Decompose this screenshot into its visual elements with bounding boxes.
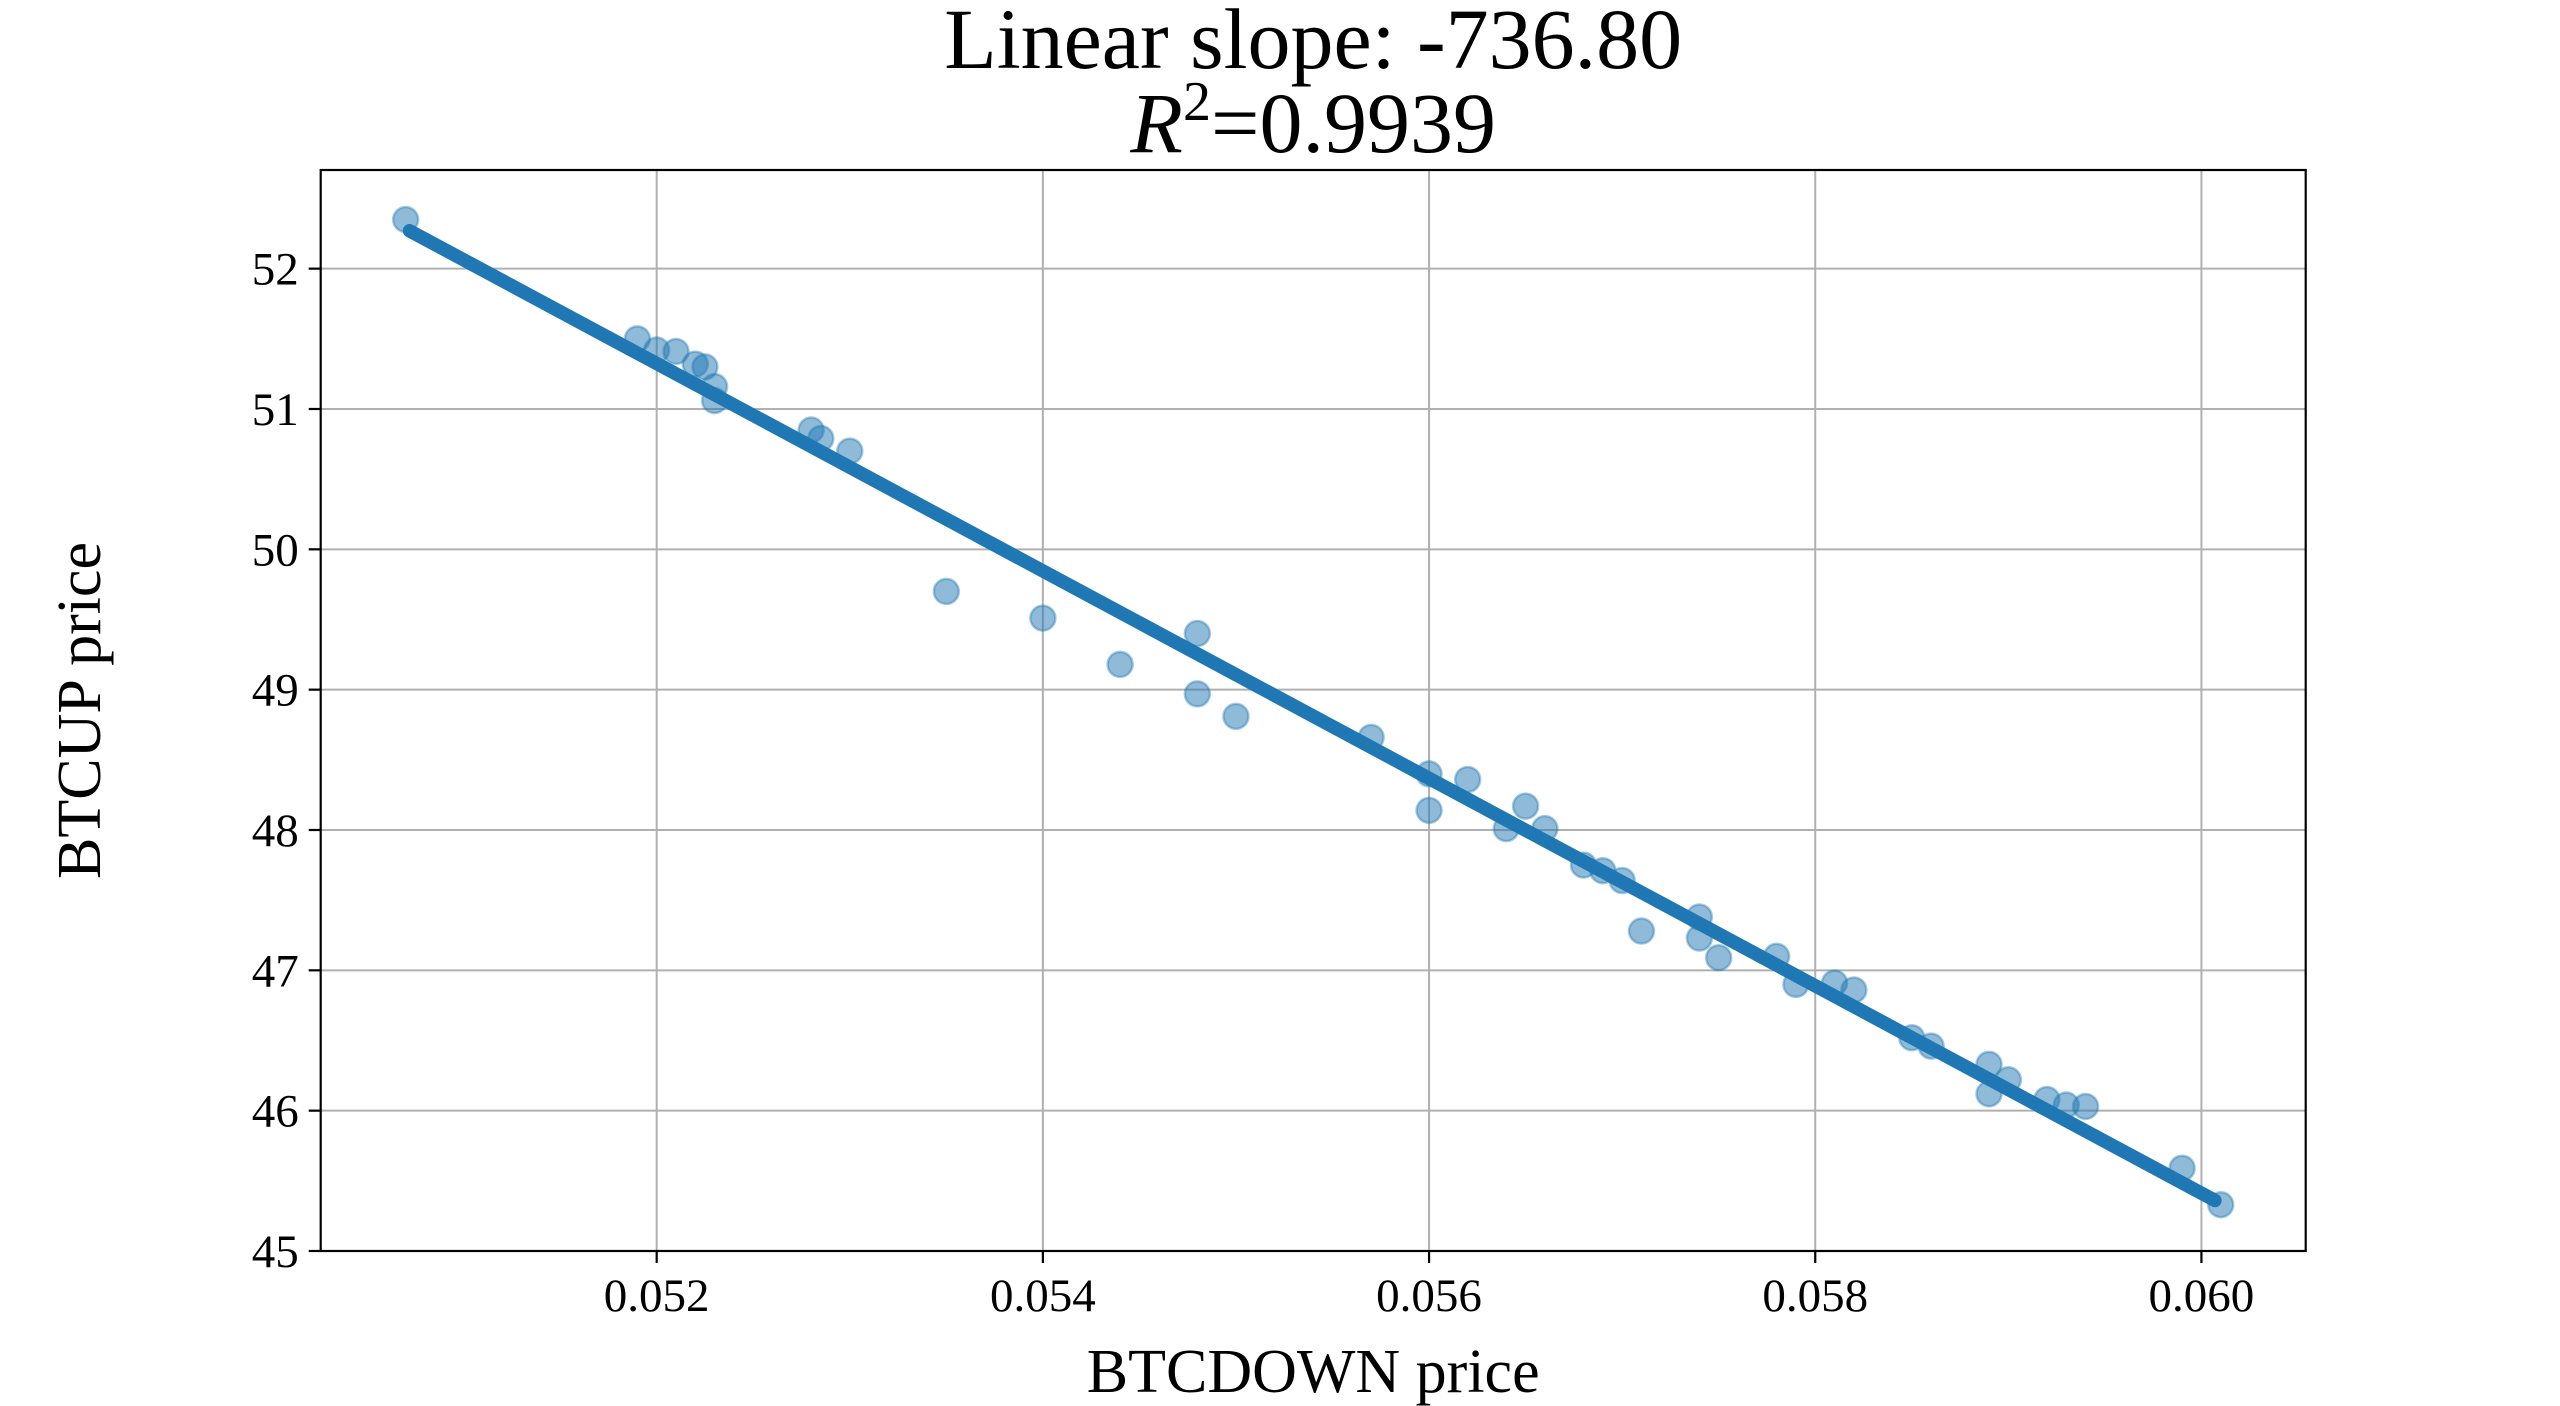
- scatter-point: [1106, 650, 1134, 679]
- y-tick-label: 45: [252, 1226, 299, 1278]
- scatter-point: [662, 337, 690, 366]
- x-tick-label: 0.054: [990, 1270, 1096, 1322]
- scatter-point: [932, 577, 961, 606]
- chart-subtitle-r2: R2=0.9939: [1129, 71, 1496, 171]
- y-axis-ticks: 45 46 47 48 49 50 51 52: [252, 244, 321, 1278]
- scatter-point: [1029, 604, 1057, 632]
- y-tick-label: 49: [252, 665, 299, 717]
- axes-spines: [319, 168, 2307, 1253]
- y-tick-label: 50: [252, 524, 299, 576]
- x-tick-label: 0.060: [2149, 1270, 2255, 1322]
- trend-line: [402, 224, 2222, 1208]
- scatter-point: [2071, 1092, 2100, 1121]
- scatter-point: [1415, 796, 1443, 825]
- gridlines: [320, 170, 2306, 1252]
- x-tick-label: 0.056: [1376, 1270, 1482, 1322]
- y-axis-label: BTCUP price: [46, 542, 114, 879]
- scatter-point: [1511, 792, 1540, 820]
- chart-title: Linear slope: -736.80: [944, 0, 1682, 87]
- scatter-point: [1627, 917, 1656, 945]
- scatter-point: [1222, 702, 1250, 731]
- scatter-point: [1704, 943, 1733, 972]
- y-tick-label: 51: [252, 384, 299, 436]
- r2-value: =0.9939: [1211, 75, 1496, 171]
- y-tick-label: 48: [252, 805, 299, 857]
- r2-symbol: R: [1129, 75, 1183, 171]
- y-tick-label: 47: [252, 945, 299, 997]
- x-axis-ticks: 0.052 0.054 0.056 0.058 0.060: [604, 1251, 2254, 1322]
- r2-exponent: 2: [1183, 71, 1211, 133]
- regression-line: [402, 224, 2222, 1208]
- scatter-point: [1183, 619, 1212, 648]
- scatter-point: [1183, 680, 1212, 708]
- x-axis-label: BTCDOWN price: [1087, 1338, 1540, 1406]
- x-tick-label: 0.052: [604, 1270, 710, 1322]
- x-tick-label: 0.058: [1762, 1270, 1868, 1322]
- y-tick-label: 46: [252, 1086, 299, 1138]
- y-tick-label: 52: [252, 244, 299, 296]
